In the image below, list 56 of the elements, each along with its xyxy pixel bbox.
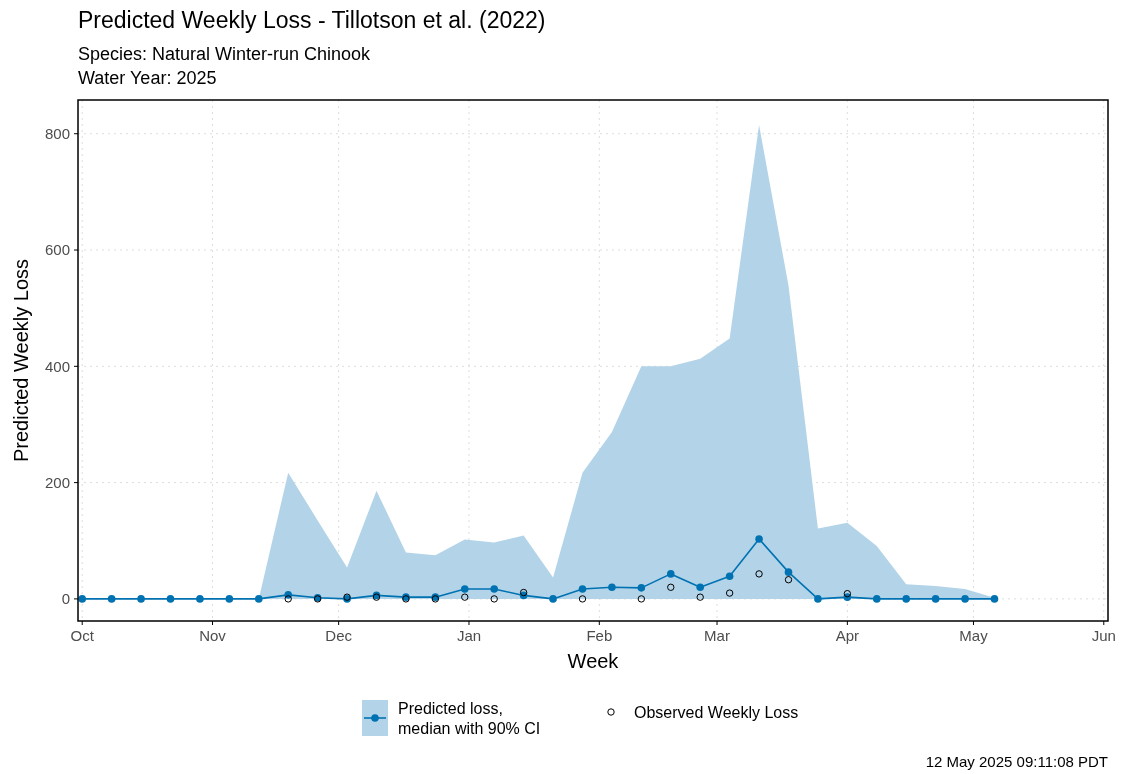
point	[667, 583, 675, 591]
point	[107, 595, 116, 603]
point	[725, 572, 734, 581]
point	[784, 568, 793, 576]
chart-title: Predicted Weekly Loss - Tillotson et al. (2022)	[78, 7, 546, 33]
x-tick-label: May	[959, 627, 989, 644]
point	[549, 595, 557, 603]
x-tick-label: Jun	[1091, 627, 1116, 644]
point	[460, 585, 469, 593]
y-tick-label: 200	[44, 473, 70, 491]
point	[578, 595, 587, 603]
y-tick-label: 800	[44, 124, 70, 142]
point	[696, 593, 704, 601]
x-tick-label: Jan	[456, 627, 482, 644]
point	[814, 595, 822, 603]
text: 12 May 2025 09:11:08 PDT	[925, 753, 1108, 770]
point	[990, 595, 999, 603]
point	[696, 583, 704, 592]
point	[196, 595, 204, 603]
point	[284, 595, 292, 603]
point	[608, 583, 616, 592]
point	[461, 593, 469, 601]
point	[225, 595, 234, 603]
point	[78, 595, 86, 603]
point	[490, 595, 498, 603]
y-tick-label: 600	[44, 241, 70, 259]
point	[872, 595, 881, 603]
point	[755, 535, 763, 543]
point	[961, 595, 969, 603]
y-tick-label: 400	[44, 357, 70, 375]
point	[843, 589, 852, 598]
x-tick-label: Mar	[704, 627, 730, 644]
x-tick-label: Feb	[586, 627, 613, 644]
x-tick-label: Apr	[835, 627, 860, 644]
point	[254, 595, 263, 603]
x-tick-label: Oct	[70, 627, 95, 644]
y-axis-title: Predicted Weekly Loss	[10, 258, 32, 463]
point	[137, 595, 145, 603]
point	[166, 595, 175, 603]
legend-label: Observed Weekly Loss	[634, 703, 799, 721]
y-tick-label: 0	[61, 590, 70, 608]
chart-subtitle: Species: Natural Winter-run Chinook Water Year: 2025	[78, 44, 372, 88]
point	[666, 570, 675, 578]
point	[637, 595, 646, 603]
point	[578, 585, 587, 593]
point	[490, 585, 498, 593]
point	[637, 584, 646, 592]
x-tick-label: Dec	[325, 627, 353, 644]
point	[931, 595, 940, 603]
point	[784, 576, 793, 584]
point	[755, 570, 763, 578]
point	[725, 589, 734, 597]
point	[902, 595, 910, 603]
x-tick-label: Nov	[199, 627, 227, 644]
legend-label: Predicted loss, median with 90% CI	[398, 699, 541, 737]
x-axis-title: Week	[567, 650, 620, 672]
